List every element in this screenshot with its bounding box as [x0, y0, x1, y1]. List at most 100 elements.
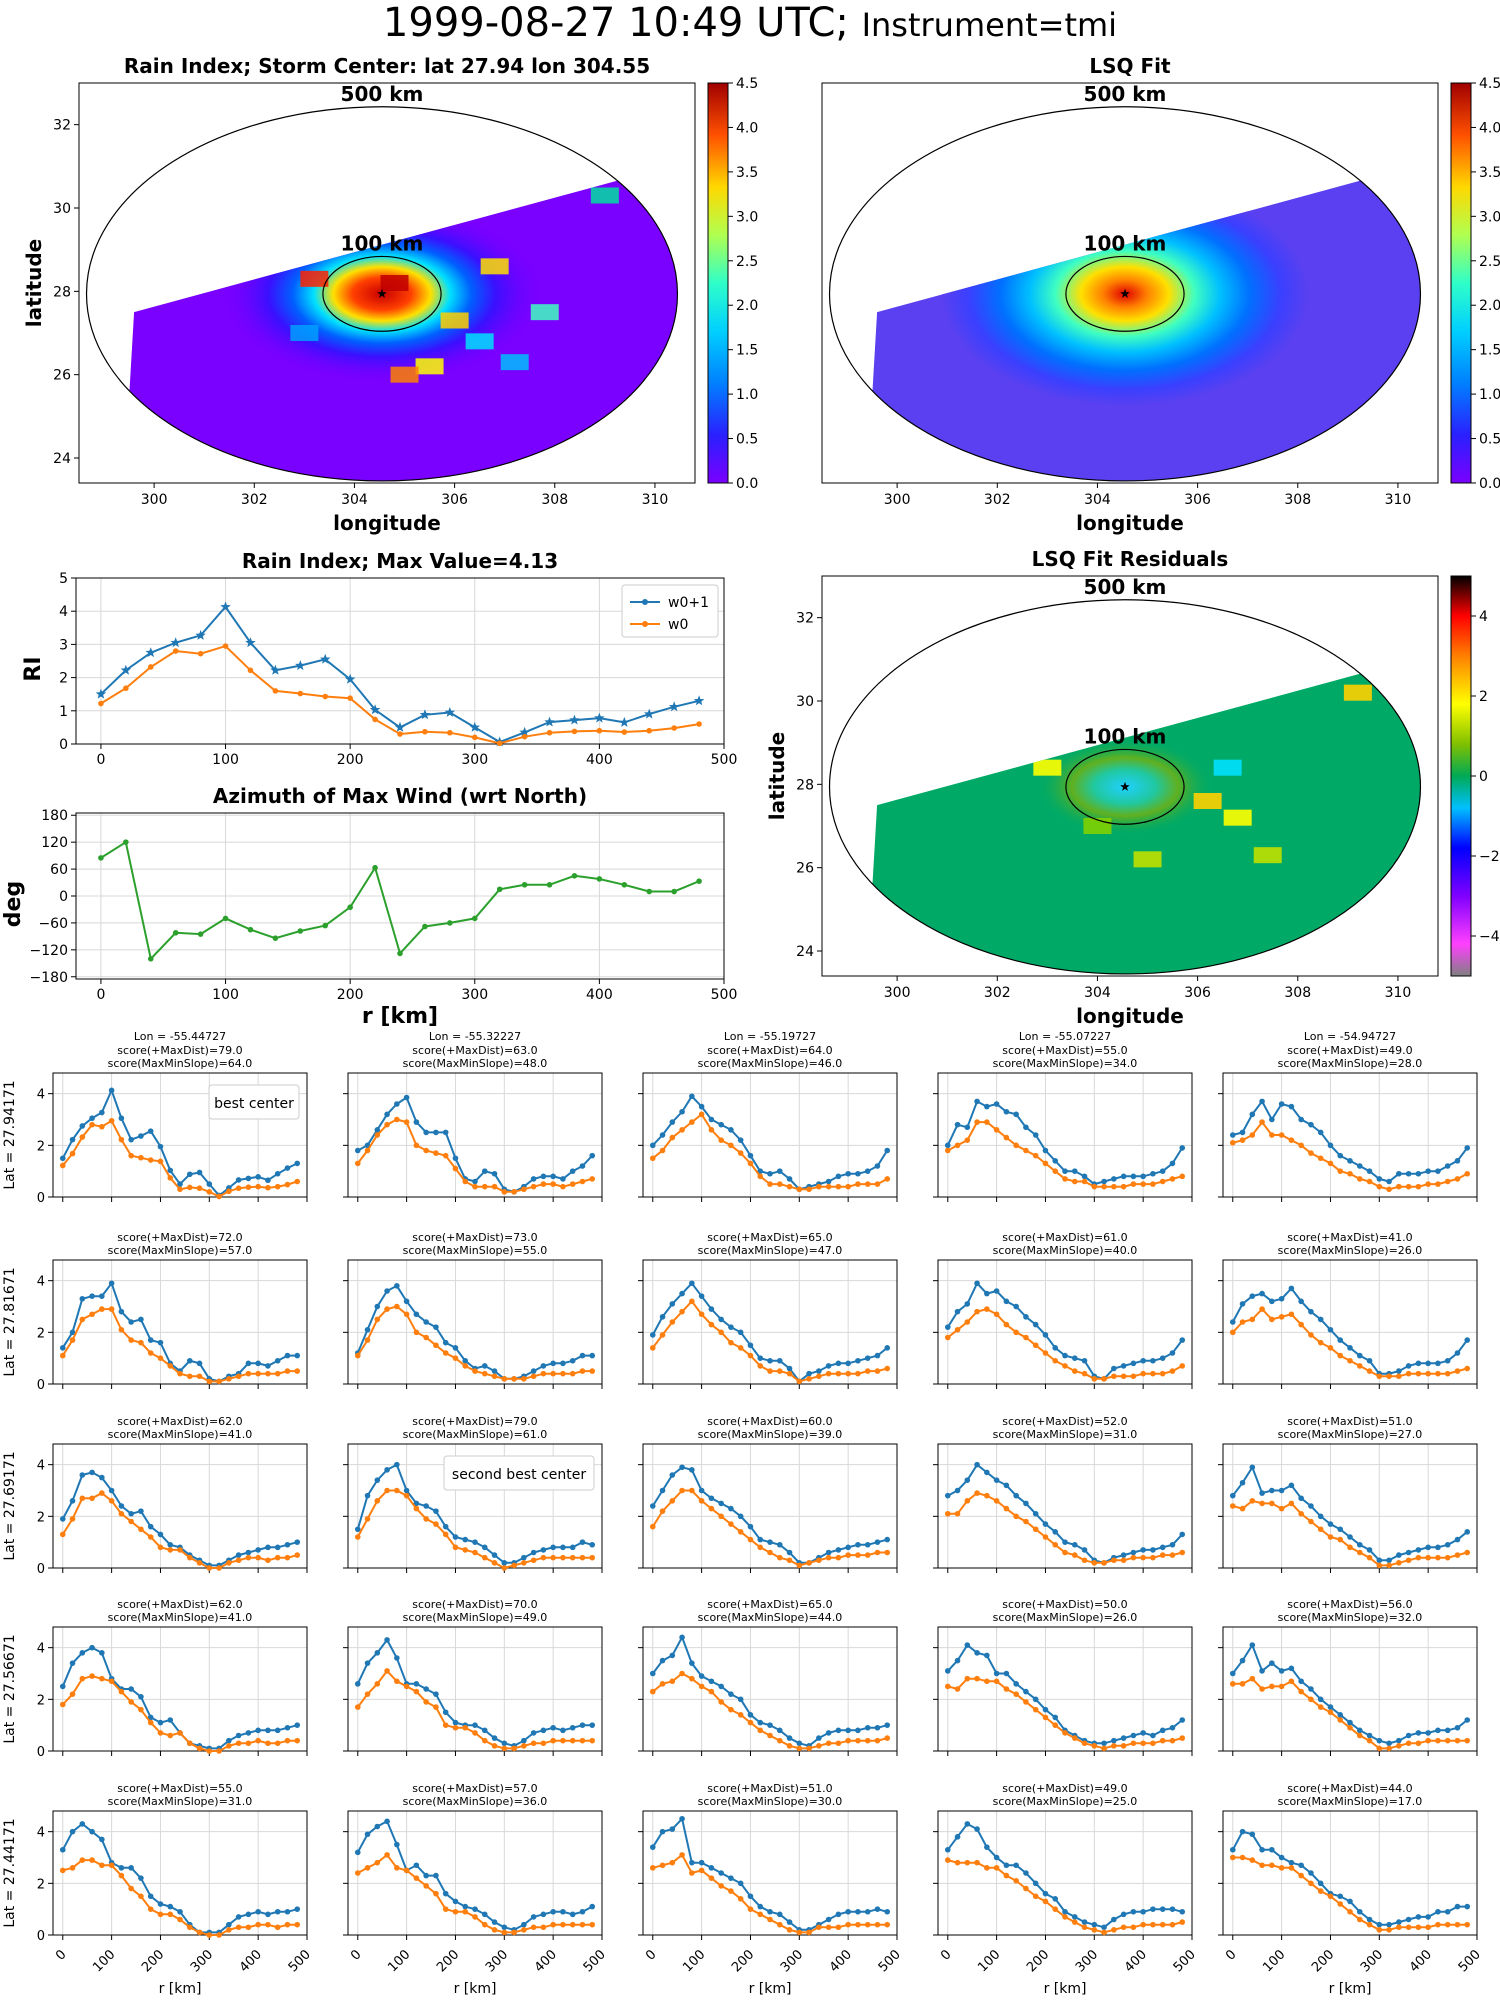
colorbar-tick-label: 1.0 — [1479, 387, 1500, 403]
panel-xlabel: r [km] — [1044, 1981, 1087, 1997]
panel-w0-point — [1269, 1500, 1275, 1507]
panel-w0p1-point — [1169, 1350, 1176, 1356]
azimuth-point — [372, 864, 378, 871]
panel-w0-point — [284, 1181, 291, 1188]
panel-w0-point — [964, 1859, 971, 1866]
panel-w0-point — [186, 1373, 193, 1380]
panel-w0-point — [364, 1147, 371, 1154]
panel-w0p1-point — [1013, 1492, 1019, 1499]
panel-w0-point — [679, 1487, 685, 1494]
panel-w0-point — [1396, 1560, 1402, 1566]
panel-w0-point — [1111, 1183, 1117, 1190]
panel-w0-point — [1435, 1921, 1441, 1928]
panel-w0p1-point — [1366, 1168, 1373, 1174]
panel-w0p1-point — [186, 1357, 193, 1364]
panel-w0p1-point — [589, 1903, 596, 1910]
panel-w0-point — [1415, 1924, 1422, 1931]
panel-w0p1-point — [394, 1655, 400, 1661]
panel-w0-point — [540, 1181, 547, 1187]
panel-w0p1-point — [1278, 1487, 1285, 1494]
rain-cell — [415, 358, 444, 375]
panel-w0p1-point — [669, 1826, 676, 1832]
panel-w0-point — [1150, 1370, 1156, 1377]
panel-w0p1-point — [452, 1898, 459, 1905]
panel-w0p1-point — [984, 1103, 990, 1110]
panel-w0p1-point — [747, 1342, 754, 1349]
panel-w0p1-point — [1366, 1916, 1373, 1923]
panel-w0p1-point — [472, 1178, 478, 1185]
panel-w0-point — [1042, 1160, 1049, 1167]
panel-w0-point — [413, 1142, 420, 1149]
azimuth-point — [621, 881, 628, 888]
panel-w0p1-point — [108, 1087, 115, 1094]
rain-w0-point — [621, 729, 628, 735]
azimuth-point — [247, 926, 254, 933]
panel-w0p1-point — [1347, 1158, 1353, 1164]
panel-w0-point — [147, 1350, 154, 1356]
panel-w0p1-point — [1356, 1541, 1363, 1548]
panel-w0p1-point — [462, 1357, 469, 1364]
panel-w0-point — [255, 1370, 261, 1377]
panel-w0-point — [1071, 1919, 1078, 1925]
panel-w0p1-point — [1159, 1544, 1166, 1551]
panel-w0p1-point — [698, 1487, 705, 1494]
x-tick-label: 308 — [1284, 985, 1311, 1001]
panel-w0p1-point — [1249, 1464, 1256, 1471]
panel-w0p1-point — [423, 1319, 429, 1325]
panel-w0p1-point — [776, 1168, 783, 1174]
panel-w0p1-point — [294, 1722, 301, 1728]
panel-w0-point — [1062, 1914, 1068, 1920]
panel-w0p1-point — [1259, 1490, 1265, 1496]
azimuth-point — [147, 956, 154, 962]
panel-w0p1-point — [265, 1363, 271, 1369]
panel-score-maxdist: score(+MaxDist)=73.0 — [412, 1231, 537, 1244]
panel-w0p1-point — [1347, 1345, 1353, 1351]
panel-w0p1-point — [1042, 1147, 1049, 1154]
panel-w0-point — [1101, 1929, 1107, 1936]
azimuth-point — [172, 929, 179, 936]
y-tick-label: 5 — [59, 571, 68, 587]
map-xlabel: longitude — [1076, 1004, 1184, 1028]
colorbar — [707, 82, 729, 484]
panel-w0-point — [1120, 1924, 1127, 1931]
panel-w0-point — [177, 1186, 183, 1193]
panel-w0p1-point — [1062, 1539, 1068, 1545]
panel-w0p1-point — [767, 1357, 773, 1364]
panel-w0-point — [128, 1699, 134, 1705]
center-panel — [638, 1626, 898, 1756]
rain-w0-point — [347, 695, 353, 701]
panel-w0-point — [698, 1498, 705, 1504]
panel-w0-point — [394, 1303, 400, 1310]
panel-w0-point — [874, 1737, 881, 1744]
y-tick-label: 4 — [37, 1275, 45, 1290]
row-lat-label: Lat = 27.44171 — [2, 1818, 18, 1927]
panel-w0p1-point — [423, 1129, 429, 1136]
panel-w0-point — [99, 1490, 105, 1496]
panel-w0p1-point — [728, 1691, 734, 1697]
panel-w0p1-point — [138, 1875, 144, 1881]
panel-w0p1-point — [186, 1171, 193, 1178]
panel-w0p1-point — [855, 1170, 861, 1177]
x-tick-label: 0 — [96, 987, 105, 1003]
panel-w0-point — [679, 1670, 685, 1677]
panel-w0-point — [1435, 1370, 1441, 1377]
legend-swatch-marker — [642, 599, 648, 605]
panel-w0p1-point — [1347, 1898, 1353, 1905]
panel-w0-point — [855, 1370, 861, 1377]
rain-w0p1-point — [419, 709, 431, 720]
panel-w0-point — [1013, 1142, 1019, 1149]
axes-frame — [937, 1810, 1193, 1936]
panel-w0p1-point — [864, 1908, 871, 1915]
panel-score-slope: score(MaxMinSlope)=49.0 — [403, 1611, 548, 1624]
panel-w0p1-point — [79, 1472, 86, 1478]
x-tick-label: 500 — [286, 1947, 314, 1975]
panel-w0p1-point — [1140, 1357, 1146, 1364]
rain-w0p1-point — [469, 721, 480, 732]
ring-500km — [85, 106, 679, 482]
panel-w0-point — [689, 1675, 695, 1682]
panel-w0p1-point — [737, 1137, 744, 1143]
panel-w0-point — [491, 1373, 498, 1380]
panel-w0p1-point — [1366, 1547, 1373, 1553]
panel-w0-point — [1327, 1893, 1334, 1900]
panel-w0-point — [511, 1562, 517, 1569]
